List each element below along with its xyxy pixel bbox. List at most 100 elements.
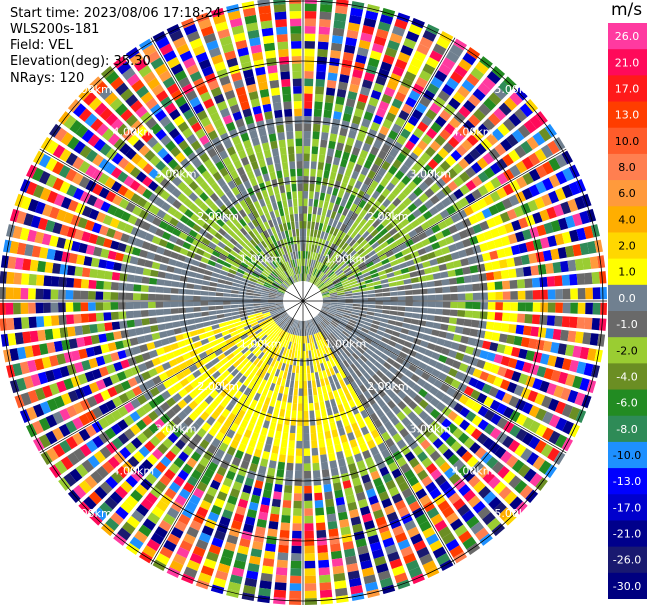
- velocity-gate: [217, 353, 226, 361]
- velocity-gate: [211, 437, 221, 448]
- velocity-gate: [286, 317, 293, 324]
- velocity-gate: [440, 271, 449, 279]
- velocity-gate: [219, 516, 231, 527]
- velocity-gate: [331, 276, 339, 282]
- velocity-gate: [238, 265, 247, 272]
- velocity-gate: [216, 491, 228, 502]
- velocity-gate: [396, 338, 406, 346]
- velocity-gate: [270, 226, 277, 235]
- velocity-gate: [412, 256, 422, 265]
- velocity-gate: [352, 68, 364, 79]
- velocity-gate: [292, 327, 296, 335]
- velocity-gate: [252, 383, 260, 393]
- velocity-gate: [278, 223, 284, 232]
- velocity-gate: [246, 83, 258, 93]
- velocity-gate: [104, 162, 117, 175]
- velocity-gate: [443, 486, 457, 499]
- velocity-gate: [283, 238, 288, 247]
- velocity-gate: [471, 189, 483, 200]
- velocity-gate: [367, 377, 377, 387]
- velocity-gate: [327, 520, 338, 530]
- velocity-gate: [0, 271, 7, 284]
- velocity-gate: [344, 168, 353, 178]
- velocity-gate: [494, 446, 507, 459]
- velocity-gate: [515, 176, 528, 189]
- velocity-gate: [221, 184, 231, 194]
- velocity-gate: [52, 367, 63, 380]
- velocity-gate: [304, 470, 312, 479]
- velocity-gate: [169, 29, 184, 42]
- velocity-gate: [354, 324, 363, 331]
- velocity-gate: [357, 545, 369, 555]
- velocity-gate: [121, 128, 135, 142]
- velocity-gate: [308, 243, 312, 252]
- velocity-gate: [441, 173, 452, 184]
- velocity-gate: [14, 332, 24, 345]
- velocity-gate: [175, 152, 186, 163]
- velocity-gate: [303, 418, 309, 426]
- velocity-gate: [366, 261, 375, 268]
- velocity-gate: [229, 488, 241, 498]
- velocity-gate: [260, 240, 268, 249]
- velocity-gate: [343, 368, 351, 377]
- velocity-gate: [464, 247, 475, 256]
- velocity-gate: [483, 423, 496, 436]
- velocity-gate: [150, 467, 162, 479]
- velocity-gate: [324, 336, 330, 345]
- velocity-gate: [370, 429, 380, 439]
- velocity-gate: [412, 175, 423, 186]
- velocity-gate: [555, 170, 568, 185]
- velocity-gate: [251, 219, 259, 228]
- velocity-gate: [199, 191, 209, 202]
- velocity-gate: [405, 290, 413, 296]
- velocity-gate: [541, 161, 554, 175]
- velocity-gate: [195, 416, 205, 427]
- velocity-gate: [531, 277, 541, 288]
- velocity-gate: [211, 537, 224, 548]
- velocity-gate: [407, 202, 418, 213]
- velocity-gate: [345, 298, 353, 301]
- velocity-gate: [185, 289, 194, 295]
- velocity-gate: [317, 314, 324, 321]
- velocity-gate: [172, 392, 182, 403]
- velocity-gate: [358, 227, 367, 236]
- velocity-gate: [146, 538, 161, 552]
- velocity-gate: [253, 303, 261, 306]
- velocity-gate: [84, 371, 95, 383]
- velocity-gate: [246, 422, 255, 432]
- velocity-gate: [344, 487, 354, 497]
- velocity-gate: [292, 267, 296, 275]
- velocity-gate: [243, 369, 252, 378]
- velocity-gate: [312, 236, 317, 245]
- velocity-gate: [140, 111, 153, 124]
- velocity-gate: [308, 388, 313, 396]
- velocity-gate: [267, 187, 274, 197]
- velocity-gate: [230, 396, 239, 406]
- velocity-gate: [283, 424, 290, 433]
- velocity-gate: [140, 310, 149, 317]
- velocity-gate: [192, 433, 203, 444]
- velocity-gate: [168, 463, 181, 475]
- velocity-gate: [314, 222, 320, 230]
- velocity-gate: [239, 393, 248, 403]
- velocity-gate: [331, 474, 341, 484]
- velocity-gate: [223, 418, 233, 429]
- velocity-gate: [347, 260, 356, 267]
- velocity-gate: [310, 432, 317, 441]
- velocity-gate: [354, 224, 363, 233]
- velocity-gate: [410, 428, 421, 439]
- velocity-gate: [413, 197, 423, 208]
- velocity-gate: [329, 332, 337, 340]
- velocity-gate: [163, 345, 172, 354]
- velocity-gate: [391, 123, 402, 134]
- velocity-gate: [23, 213, 34, 227]
- velocity-gate: [303, 358, 307, 366]
- velocity-gate: [287, 341, 292, 350]
- velocity-gate: [528, 338, 538, 349]
- velocity-gate: [186, 133, 198, 145]
- velocity-gate: [429, 336, 439, 344]
- velocity-gate: [282, 93, 292, 102]
- velocity-gate: [359, 287, 368, 292]
- velocity-gate: [341, 280, 350, 286]
- velocity-gate: [276, 336, 282, 345]
